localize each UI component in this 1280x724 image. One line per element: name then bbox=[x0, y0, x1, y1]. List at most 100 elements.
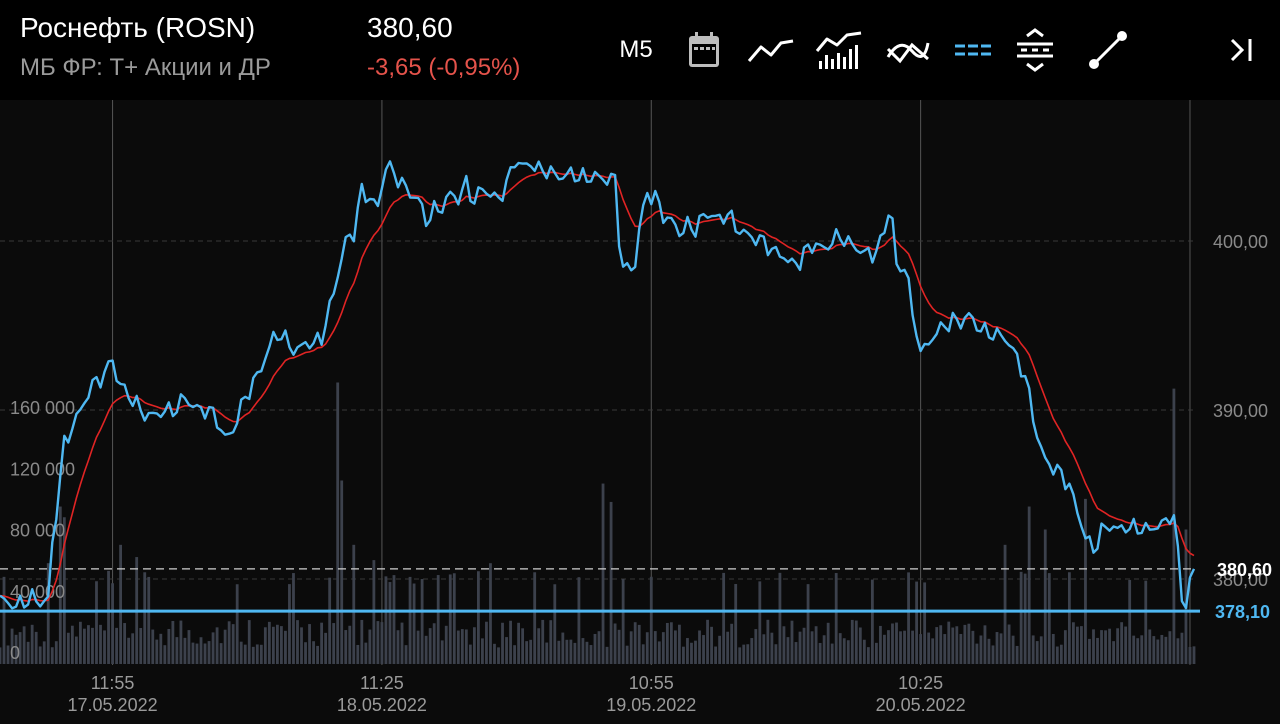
volume-bar bbox=[344, 630, 348, 664]
volume-bar bbox=[609, 501, 613, 664]
volume-bar bbox=[979, 635, 983, 664]
volume-bar bbox=[899, 631, 902, 664]
volume-bar bbox=[392, 575, 396, 664]
volume-bar bbox=[818, 642, 822, 664]
volume-bar bbox=[477, 571, 480, 664]
volume-bar bbox=[424, 635, 428, 664]
volume-bar bbox=[263, 627, 267, 664]
volume-bar bbox=[589, 645, 593, 664]
volume-bar bbox=[919, 634, 923, 664]
volume-bar bbox=[822, 635, 826, 664]
volume-bar bbox=[1055, 646, 1059, 664]
volume-bar bbox=[561, 632, 565, 664]
volume-bar bbox=[1156, 639, 1160, 664]
volume-bar bbox=[151, 629, 155, 664]
volume-bar bbox=[1144, 580, 1148, 664]
dashed-lines-icon[interactable] bbox=[949, 28, 997, 72]
volume-bar bbox=[907, 572, 910, 664]
volume-bar bbox=[1047, 573, 1051, 664]
volume-bar bbox=[131, 633, 135, 664]
volume-bar bbox=[1116, 628, 1120, 664]
volume-bar bbox=[870, 579, 874, 664]
volume-bar bbox=[541, 619, 545, 664]
volume-bar bbox=[324, 632, 328, 664]
volume-bar bbox=[485, 621, 488, 664]
volume-bar bbox=[348, 625, 352, 664]
volume-bar bbox=[352, 544, 356, 664]
volume-bar bbox=[368, 629, 372, 664]
volume-bar bbox=[163, 645, 167, 664]
volume-chart-icon[interactable] bbox=[813, 28, 865, 72]
volume-bar bbox=[356, 644, 360, 664]
volume-bar bbox=[726, 631, 730, 664]
volume-bar bbox=[444, 625, 448, 664]
volume-bar bbox=[879, 625, 882, 664]
volume-bar bbox=[842, 638, 846, 664]
volume-bar bbox=[758, 581, 762, 664]
volume-bar bbox=[718, 635, 722, 664]
moving-average-line bbox=[0, 171, 1195, 603]
volume-bar bbox=[661, 632, 665, 664]
volume-bar bbox=[99, 624, 102, 664]
price-chart[interactable]: 0 40 000 80 000 120 000 160 000 400,00 390,00… bbox=[0, 100, 1280, 719]
line-chart-icon[interactable] bbox=[745, 28, 797, 72]
timeframe-button[interactable]: M5 bbox=[619, 36, 653, 63]
volume-bar bbox=[1043, 529, 1047, 664]
indicators-icon[interactable] bbox=[883, 28, 933, 72]
volume-bar bbox=[219, 643, 223, 664]
volume-bar bbox=[420, 579, 424, 664]
volume-bar bbox=[858, 627, 862, 664]
volume-bar bbox=[95, 581, 98, 664]
volume-bar bbox=[653, 631, 657, 664]
volume-bar bbox=[384, 576, 388, 664]
spread-icon[interactable] bbox=[1012, 28, 1058, 72]
volume-bar bbox=[557, 640, 561, 664]
volume-bar bbox=[46, 563, 50, 664]
volume-bar bbox=[34, 631, 38, 664]
volume-bar bbox=[292, 573, 295, 664]
volume-bar bbox=[143, 572, 147, 664]
volume-bar bbox=[786, 637, 790, 664]
volume-bar bbox=[975, 643, 979, 664]
volume-bar bbox=[1019, 571, 1023, 664]
volume-bar bbox=[1120, 622, 1124, 664]
instrument-name[interactable]: Роснефть (ROSN) bbox=[20, 12, 256, 43]
volume-bar bbox=[103, 630, 106, 664]
volume-bar bbox=[223, 629, 227, 664]
volume-bar bbox=[187, 630, 191, 664]
chart-area[interactable]: 0 40 000 80 000 120 000 160 000 400,00 390,00… bbox=[0, 100, 1280, 719]
volume-bar bbox=[706, 619, 709, 664]
volume-bar bbox=[115, 627, 118, 664]
volume-bar bbox=[26, 641, 30, 664]
volume-bar bbox=[565, 639, 569, 664]
volume-bar bbox=[316, 645, 319, 664]
volume-bar bbox=[513, 645, 516, 664]
volume-bar bbox=[967, 623, 971, 664]
volume-bar bbox=[87, 625, 90, 664]
volume-bar bbox=[247, 620, 251, 664]
scroll-to-end-icon[interactable] bbox=[1220, 28, 1262, 72]
volume-bar bbox=[22, 626, 26, 664]
volume-bar bbox=[601, 483, 605, 664]
volume-bar bbox=[810, 631, 814, 664]
volume-bar bbox=[533, 572, 537, 664]
volume-bar bbox=[235, 584, 239, 664]
volume-bar bbox=[1059, 644, 1063, 664]
volume-bar bbox=[107, 570, 110, 664]
volume-bar bbox=[935, 627, 939, 664]
trendline-icon[interactable] bbox=[1084, 28, 1132, 72]
volume-bar bbox=[340, 480, 344, 664]
volume-bar bbox=[983, 625, 987, 664]
volume-bar bbox=[1063, 630, 1067, 664]
volume-bar bbox=[0, 647, 2, 664]
volume-bar bbox=[227, 621, 231, 664]
volume-bar bbox=[734, 584, 738, 664]
volume-bar bbox=[155, 639, 159, 664]
calendar-icon[interactable] bbox=[682, 28, 726, 72]
volume-bar bbox=[432, 623, 436, 664]
volume-bar bbox=[1172, 388, 1176, 664]
volume-bar bbox=[1051, 633, 1055, 664]
volume-bar bbox=[581, 638, 585, 664]
volume-bar bbox=[987, 638, 991, 664]
volume-bar bbox=[440, 640, 444, 664]
